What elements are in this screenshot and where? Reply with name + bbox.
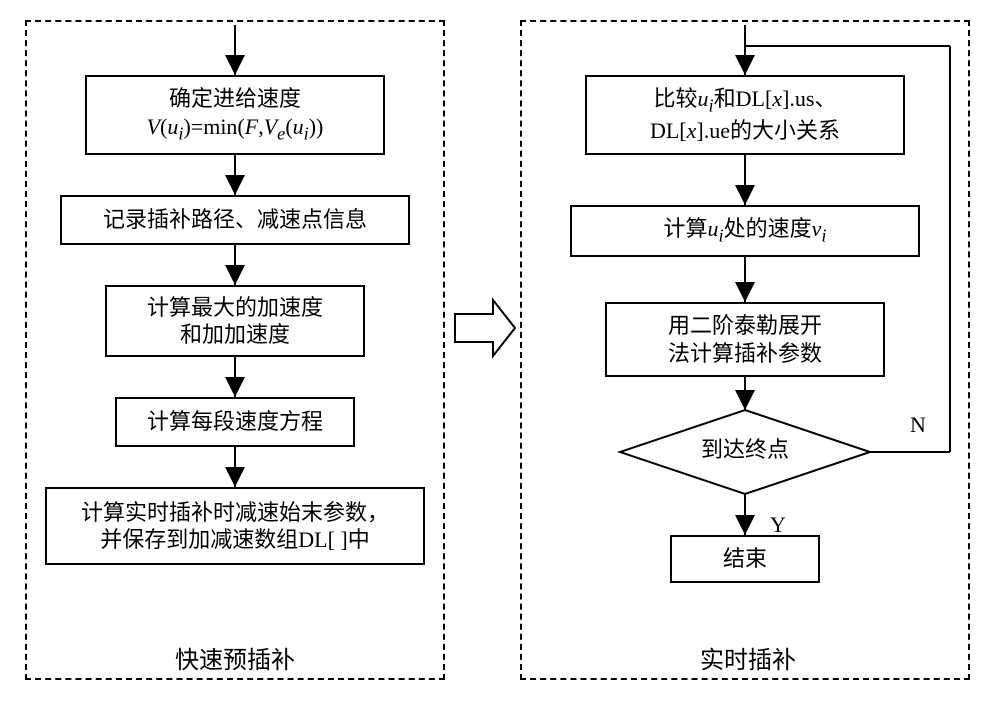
connector-arrow [455,300,515,356]
box-left-3: 计算最大的加速度和加加速度 [105,285,365,357]
label-n: N [910,412,926,438]
box-right-3: 用二阶泰勒展开法计算插补参数 [605,302,885,377]
panel-left-label: 快速预插补 [175,640,295,675]
box-right-2: 计算ui处的速度vi [570,205,920,257]
diagram-canvas: 确定进给速度V(ui)=min(F,Ve(ui)) 记录插补路径、减速点信息 计… [0,0,1000,716]
box-left-4: 计算每段速度方程 [115,397,355,447]
box-left-5: 计算实时插补时减速始末参数，并保存到加减速数组DL[ ]中 [45,487,425,565]
box-left-2: 记录插补路径、减速点信息 [60,195,410,245]
label-y: Y [770,512,786,538]
panel-right-label: 实时插补 [700,640,796,675]
box-left-1: 确定进给速度V(ui)=min(F,Ve(ui)) [85,75,385,155]
box-right-1: 比较ui和DL[x].us、DL[x].ue的大小关系 [585,75,905,155]
box-right-end: 结束 [670,535,820,583]
